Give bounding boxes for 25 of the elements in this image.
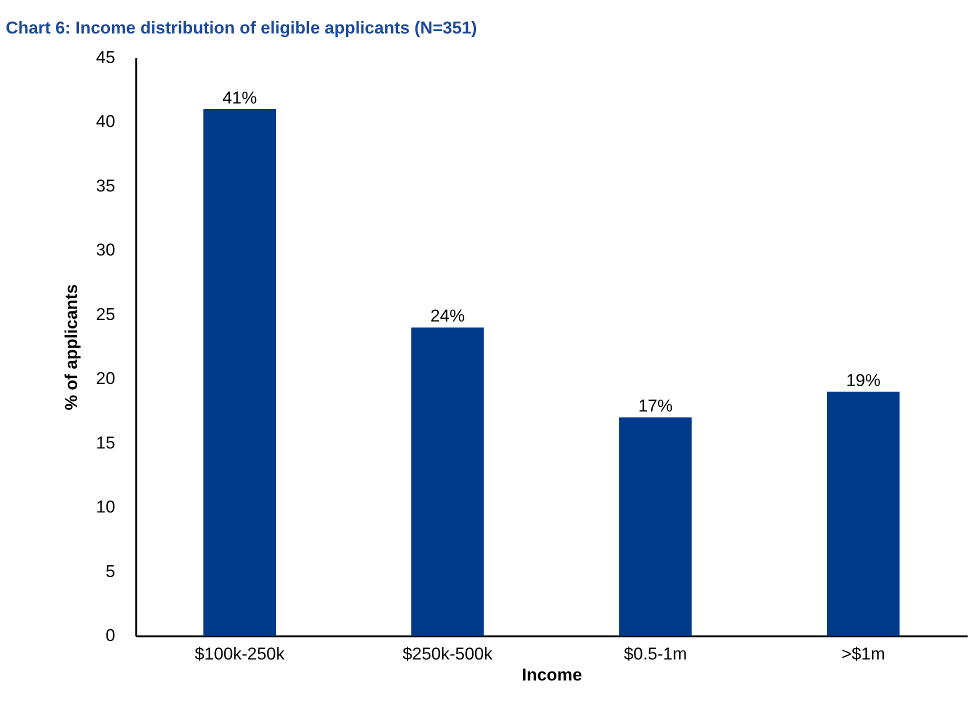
- y-tick-label: 30: [96, 240, 116, 260]
- x-tick-label: $0.5-1m: [624, 643, 687, 664]
- bar: [203, 109, 276, 636]
- bar: [619, 417, 692, 636]
- x-tick-label: >$1m: [842, 643, 886, 664]
- y-tick-label: 40: [96, 111, 116, 132]
- data-label: 19%: [846, 370, 880, 390]
- y-tick-label: 10: [96, 496, 116, 517]
- x-tick-label: $250k-500k: [402, 643, 493, 664]
- y-tick-label: 45: [96, 46, 116, 67]
- y-tick-label: 15: [96, 432, 116, 452]
- x-tick-label: $100k-250k: [194, 643, 285, 664]
- y-tick-label: 0: [106, 625, 116, 646]
- bar: [411, 327, 484, 636]
- y-tick-label: 20: [96, 368, 116, 388]
- bar: [826, 392, 900, 636]
- chart-title: Chart 6: Income distribution of eligible applicants (N=351): [6, 18, 478, 38]
- y-tick-label: 35: [96, 175, 116, 196]
- data-label: 17%: [638, 396, 673, 416]
- data-label: 24%: [430, 306, 465, 326]
- y-tick-label: 25: [96, 304, 116, 324]
- y-axis-title: % of applicants: [60, 284, 81, 410]
- y-tick-label: 5: [106, 560, 116, 581]
- data-label: 41%: [222, 87, 257, 108]
- x-axis-title: Income: [522, 664, 582, 684]
